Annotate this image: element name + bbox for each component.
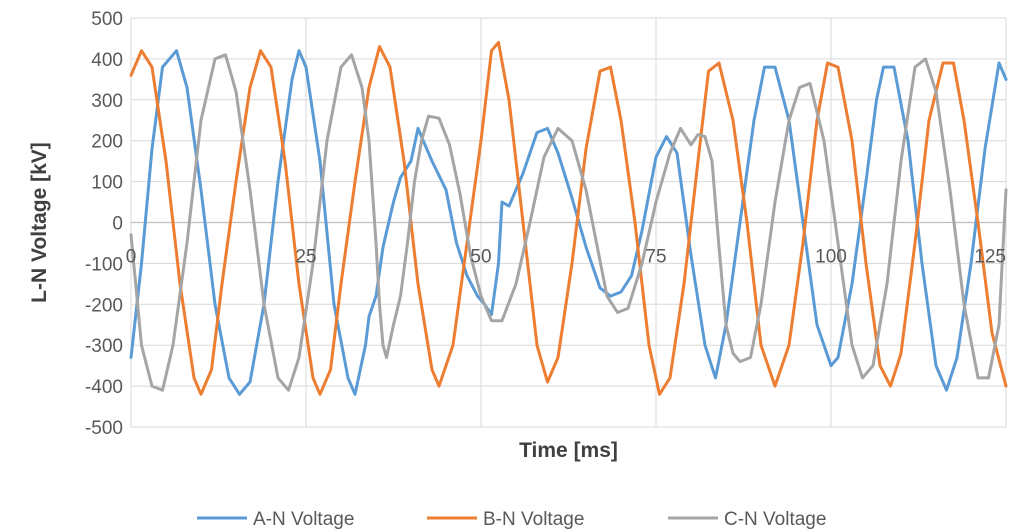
series-line-b-n: [129, 41, 1008, 396]
legend-item-c-n: C-N Voltage: [668, 509, 826, 530]
series-line-a-n: [129, 49, 1008, 396]
x-tick-label: 25: [295, 247, 316, 268]
y-tick-label: -500: [85, 418, 123, 439]
y-tick-labels: -500 -400 -300 -200 -100 0 100 200 300 400 500: [85, 9, 123, 439]
x-axis-title: Time [ms]: [519, 439, 618, 462]
x-tick-labels: 0 25 50 75 100 125: [126, 247, 1006, 268]
legend-item-a-n: A-N Voltage: [197, 509, 354, 530]
legend-label: B-N Voltage: [483, 509, 584, 530]
y-tick-label: 0: [112, 214, 123, 235]
gridlines: [130, 17, 1007, 428]
x-tick-label: 75: [645, 247, 666, 268]
y-tick-label: 200: [91, 132, 123, 153]
y-axis-title: L-N Voltage [kV]: [28, 142, 51, 303]
legend: A-N Voltage B-N Voltage C-N Voltage: [197, 509, 826, 530]
y-tick-label: -400: [85, 377, 123, 398]
series-lines: [129, 41, 1008, 396]
legend-label: C-N Voltage: [724, 509, 826, 530]
legend-item-b-n: B-N Voltage: [427, 509, 584, 530]
y-tick-label: 100: [91, 173, 123, 194]
x-tick-label: 0: [126, 247, 137, 268]
y-tick-label: 300: [91, 91, 123, 112]
x-tick-label: 125: [974, 247, 1006, 268]
x-tick-label: 50: [470, 247, 491, 268]
series-line-c-n: [129, 53, 1008, 392]
y-tick-label: 400: [91, 50, 123, 71]
y-tick-label: -200: [85, 295, 123, 316]
legend-label: A-N Voltage: [253, 509, 354, 530]
x-tick-label: 100: [815, 247, 847, 268]
y-tick-label: 500: [91, 9, 123, 30]
y-tick-label: -100: [85, 254, 123, 275]
y-tick-label: -300: [85, 336, 123, 357]
